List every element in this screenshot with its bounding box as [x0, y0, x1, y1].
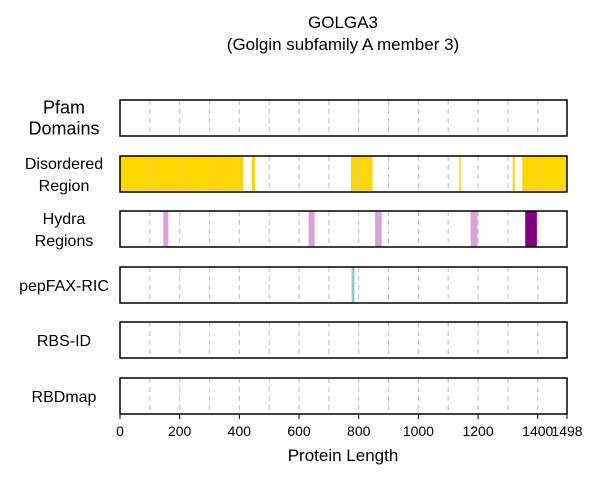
- track-segment: [120, 156, 243, 192]
- track-segment: [163, 211, 169, 247]
- track-label: Hydra: [43, 211, 86, 228]
- x-tick-label: 1000: [403, 423, 434, 439]
- track-label: pepFAX-RIC: [19, 278, 109, 295]
- track-segment: [351, 267, 355, 303]
- track-frame: [119, 266, 568, 304]
- x-tick-label: 600: [287, 423, 311, 439]
- x-tick-label: 1400: [522, 423, 553, 439]
- track-label: RBDmap: [32, 389, 97, 406]
- track-label: RBS-ID: [37, 333, 91, 350]
- track-frame: [119, 155, 568, 193]
- x-tick-label: 200: [168, 423, 192, 439]
- track-2: Hydra Regions: [35, 210, 568, 250]
- x-tick-label: 1498: [551, 423, 582, 439]
- track-frame: [119, 321, 568, 359]
- x-tick-label: 0: [116, 423, 124, 439]
- track-segment: [512, 156, 515, 192]
- track-segment: [470, 211, 478, 247]
- track-label: Disordered: [25, 156, 103, 173]
- chart-title: GOLGA3: [308, 13, 378, 32]
- track-background: [120, 100, 567, 136]
- track-background: [120, 378, 567, 414]
- track-segment: [375, 211, 382, 247]
- x-tick-label: 400: [228, 423, 252, 439]
- track-label: Pfam: [43, 98, 85, 118]
- track-segment: [459, 156, 461, 192]
- track-segment: [522, 156, 567, 192]
- track-segment: [308, 211, 315, 247]
- track-4: RBS-ID: [37, 321, 568, 359]
- track-segment: [350, 156, 373, 192]
- chart-subtitle: (Golgin subfamily A member 3): [227, 35, 459, 54]
- track-segment: [525, 211, 537, 247]
- track-background: [120, 267, 567, 303]
- track-label: Regions: [35, 233, 94, 250]
- track-segment: [251, 156, 255, 192]
- track-frame: [119, 377, 568, 415]
- track-5: RBDmap: [32, 377, 568, 415]
- track-background: [120, 322, 567, 358]
- x-axis-label: Protein Length: [288, 446, 399, 465]
- track-frame: [119, 210, 568, 248]
- track-label: Domains: [28, 119, 99, 139]
- x-tick-label: 800: [347, 423, 371, 439]
- track-label: Region: [39, 178, 90, 195]
- track-1: Disordered Region: [25, 155, 568, 195]
- track-frame: [119, 99, 568, 137]
- track-background: [120, 211, 567, 247]
- track-3: pepFAX-RIC: [19, 266, 568, 304]
- x-tick-label: 1200: [462, 423, 493, 439]
